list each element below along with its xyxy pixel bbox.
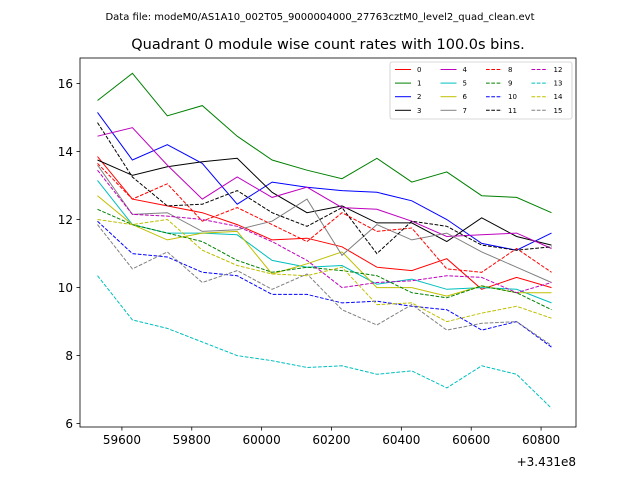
y-tick-label: 10	[58, 281, 73, 295]
legend-label-9: 9	[508, 80, 512, 88]
x-tick-label: 59800	[173, 433, 211, 447]
legend-label-14: 14	[554, 93, 563, 101]
x-tick-label: 59600	[103, 433, 141, 447]
legend-label-4: 4	[463, 66, 468, 74]
series-line-14	[97, 218, 552, 323]
legend-label-1: 1	[417, 80, 421, 88]
legend-label-5: 5	[463, 80, 467, 88]
legend-label-2: 2	[417, 93, 421, 101]
legend-label-13: 13	[554, 80, 563, 88]
series-line-6	[97, 195, 552, 297]
legend-label-6: 6	[463, 93, 468, 101]
legend-label-15: 15	[554, 107, 563, 115]
x-tick-label: 60600	[452, 433, 490, 447]
legend-label-11: 11	[508, 107, 517, 115]
chart-title: Quadrant 0 module wise count rates with …	[131, 37, 525, 53]
x-axis-offset-label: +3.431e8	[517, 455, 576, 469]
data-file-suptitle: Data file: modeM0/AS1A10_002T05_90000040…	[105, 12, 534, 23]
series-line-10	[97, 220, 552, 348]
legend-box	[389, 61, 573, 120]
series-line-4	[97, 127, 552, 249]
series-line-1	[97, 72, 552, 214]
series-line-3	[97, 157, 552, 246]
y-tick-label: 14	[58, 145, 73, 159]
x-tick-label: 60000	[243, 433, 281, 447]
series-line-0	[97, 156, 552, 290]
legend-label-7: 7	[463, 107, 467, 115]
legend-label-3: 3	[417, 107, 421, 115]
legend-label-0: 0	[417, 66, 421, 74]
series-line-7	[97, 164, 552, 283]
plot-area: 59600 59800 60000 60200 60400 60600 6080068101…	[58, 57, 577, 447]
series-line-11	[97, 122, 552, 255]
series-line-9	[97, 208, 552, 311]
legend-label-12: 12	[554, 66, 563, 74]
y-tick-label: 16	[58, 77, 73, 91]
series-line-2	[97, 112, 552, 251]
y-tick-label: 6	[65, 417, 73, 431]
x-tick-label: 60800	[522, 433, 560, 447]
series-line-13	[97, 275, 552, 409]
series-line-15	[97, 224, 552, 346]
y-tick-label: 12	[58, 213, 73, 227]
x-tick-label: 60200	[312, 433, 350, 447]
series-lines	[97, 72, 552, 409]
series-line-12	[97, 169, 552, 294]
legend-label-8: 8	[508, 66, 512, 74]
x-tick-label: 60400	[382, 433, 420, 447]
y-tick-label: 8	[65, 349, 73, 363]
legend-label-10: 10	[508, 93, 517, 101]
axes-frame	[79, 57, 577, 428]
series-line-5	[97, 180, 552, 304]
series-line-8	[97, 163, 552, 273]
